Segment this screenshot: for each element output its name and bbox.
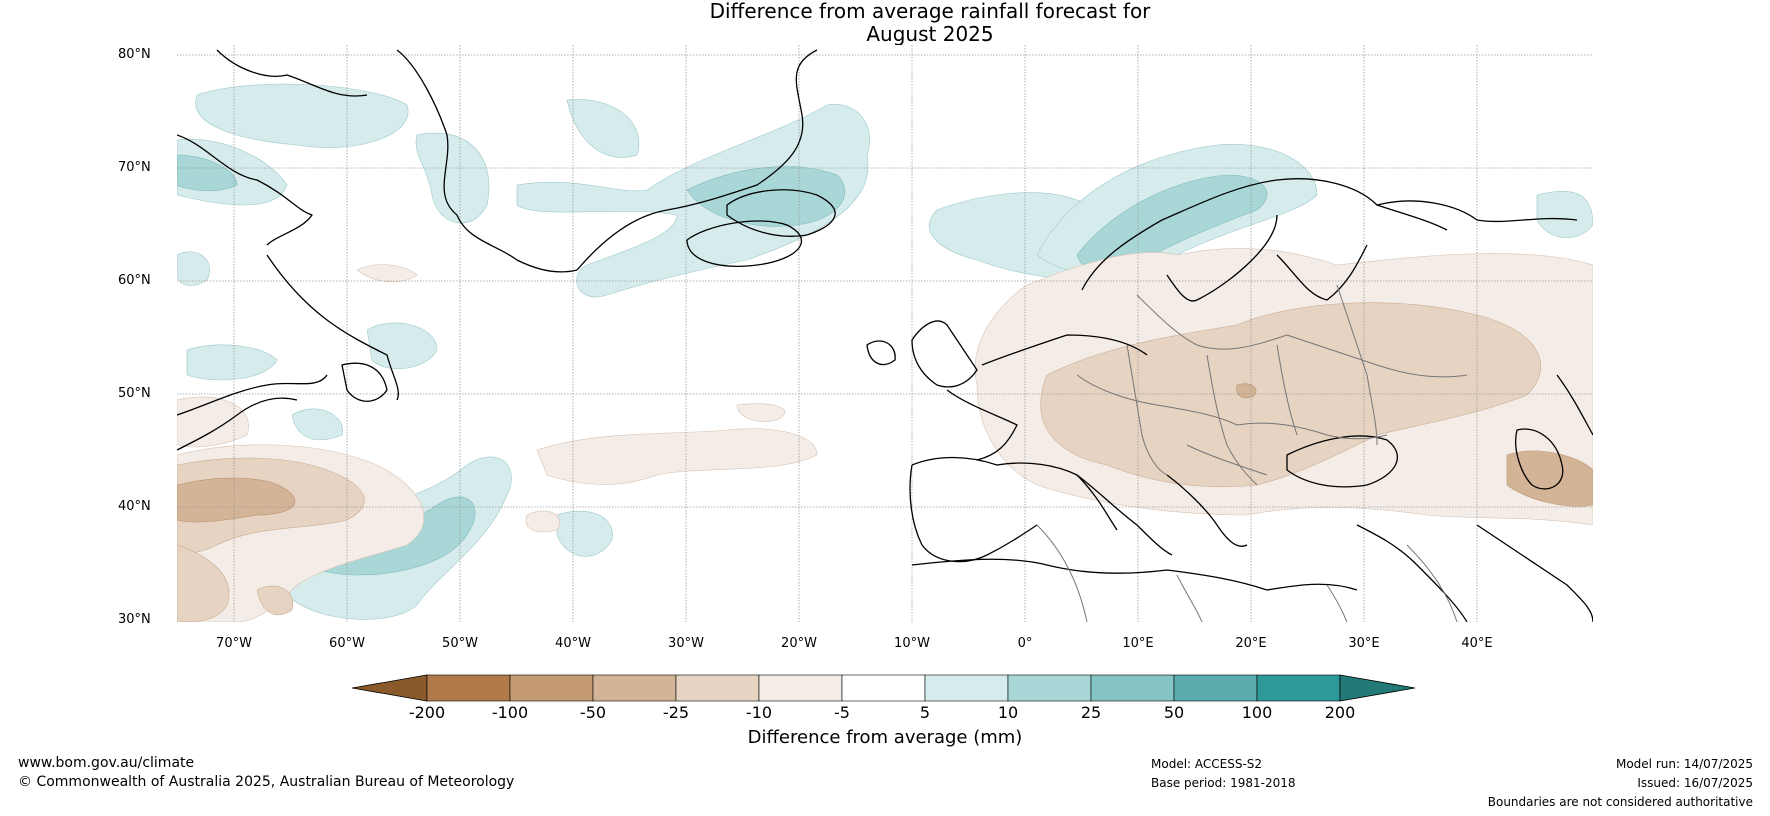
lat-label-70n: 70°N <box>118 160 151 175</box>
colorbar-segment <box>1256 674 1341 702</box>
colorbar-extend-high <box>1339 674 1416 702</box>
colorbar-segment <box>924 674 1009 702</box>
colorbar-segment <box>675 674 760 702</box>
footer-copyright: © Commonwealth of Australia 2025, Austra… <box>18 774 515 790</box>
lon-label-10w: 10°W <box>894 636 930 651</box>
footer-model-run: Model run: 14/07/2025 <box>1615 757 1753 771</box>
lon-label-30e: 30°E <box>1348 636 1380 651</box>
lon-label-50w: 50°W <box>442 636 478 651</box>
colorbar-tick-label: 200 <box>1324 703 1356 722</box>
lat-label-60n: 60°N <box>118 273 151 288</box>
footer-disclaimer: Boundaries are not considered authoritat… <box>1487 795 1753 809</box>
colorbar-title: Difference from average (mm) <box>747 727 1023 748</box>
colorbar-segment <box>758 674 843 702</box>
lon-label-40w: 40°W <box>555 636 591 651</box>
lon-label-20e: 20°E <box>1235 636 1267 651</box>
colorbar-segment <box>426 674 511 702</box>
colorbar-segment <box>509 674 594 702</box>
colorbar-tick-label: -10 <box>745 703 773 722</box>
footer-url: www.bom.gov.au/climate <box>18 755 195 771</box>
colorbar-tick-label: -25 <box>662 703 690 722</box>
lat-label-50n: 50°N <box>118 386 151 401</box>
colorbar-segment <box>841 674 926 702</box>
colorbar <box>351 674 1416 702</box>
lon-label-30w: 30°W <box>668 636 704 651</box>
footer-model: Model: ACCESS-S2 <box>1151 757 1263 771</box>
colorbar-tick-label: 50 <box>1163 703 1185 722</box>
map-title: Difference from average rainfall forecas… <box>430 0 1430 46</box>
lon-label-40e: 40°E <box>1461 636 1493 651</box>
lat-label-30n: 30°N <box>118 612 151 627</box>
lon-label-20w: 20°W <box>781 636 817 651</box>
colorbar-segment <box>1007 674 1092 702</box>
lon-label-70w: 70°W <box>216 636 252 651</box>
colorbar-segment <box>592 674 677 702</box>
colorbar-tick-label: -100 <box>491 703 529 722</box>
colorbar-tick-label: -5 <box>834 703 850 722</box>
map-title-line2: August 2025 <box>866 22 994 46</box>
coastlines <box>177 49 1593 622</box>
forecast-map <box>177 45 1593 622</box>
colorbar-extend-low <box>351 674 428 702</box>
colorbar-tick-label: -50 <box>579 703 607 722</box>
colorbar-tick-label: 25 <box>1080 703 1102 722</box>
lon-label-10e: 10°E <box>1122 636 1154 651</box>
country-borders <box>1036 284 1468 622</box>
lon-label-0: 0° <box>1017 636 1033 651</box>
lat-label-40n: 40°N <box>118 499 151 514</box>
colorbar-segment <box>1090 674 1175 702</box>
colorbar-tick-label: 100 <box>1241 703 1273 722</box>
footer-issued: Issued: 16/07/2025 <box>1637 776 1753 790</box>
colorbar-segment <box>1173 674 1258 702</box>
lon-label-60w: 60°W <box>329 636 365 651</box>
graticule <box>177 45 1593 622</box>
colorbar-tick-label: 5 <box>919 703 931 722</box>
colorbar-tick-label: -200 <box>408 703 446 722</box>
colorbar-tick-label: 10 <box>997 703 1019 722</box>
map-title-line1: Difference from average rainfall forecas… <box>709 0 1151 23</box>
lat-label-80n: 80°N <box>118 47 151 62</box>
footer-base-period: Base period: 1981-2018 <box>1151 776 1296 790</box>
